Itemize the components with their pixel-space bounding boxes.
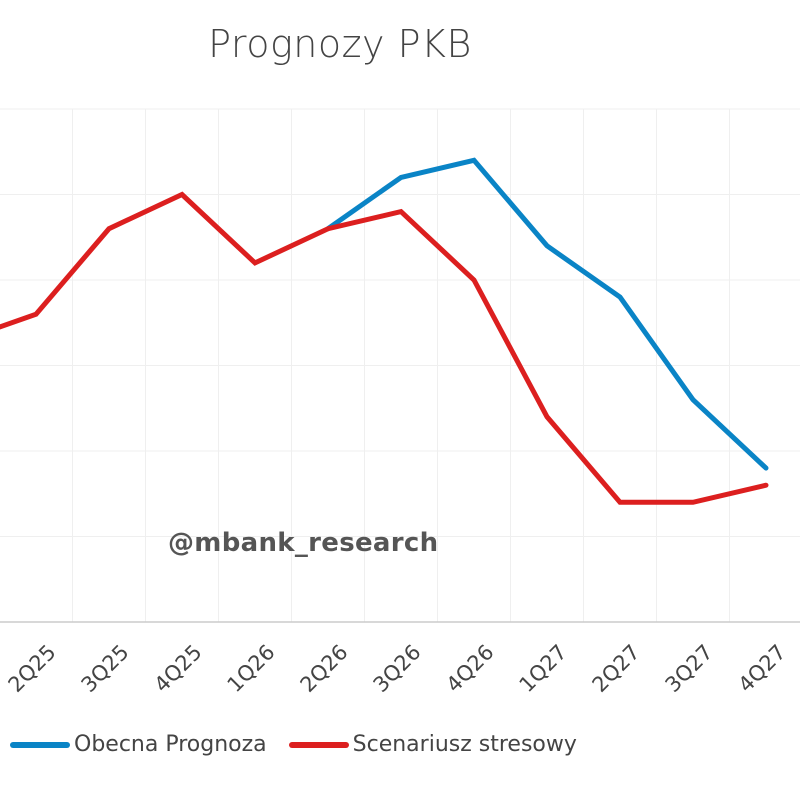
plot-area: [0, 108, 800, 623]
x-tick-label: 3Q26: [368, 640, 426, 698]
series-line-obecna-prognoza[interactable]: [325, 157, 769, 471]
watermark: @mbank_research: [168, 528, 439, 558]
x-tick-label: 2Q26: [295, 640, 353, 698]
legend: Obecna Prognoza Scenariusz stresowy: [10, 732, 599, 757]
series-line-scenariusz-stresowy[interactable]: [0, 191, 769, 505]
x-tick-label: 4Q27: [733, 640, 791, 698]
x-tick-label: 2Q25: [3, 640, 61, 698]
x-tick-label: 1Q26: [222, 640, 280, 698]
legend-label: Scenariusz stresowy: [352, 732, 577, 757]
series-lines: [0, 157, 769, 505]
legend-label: Obecna Prognoza: [74, 732, 267, 757]
x-tick-label: 4Q25: [149, 640, 207, 698]
x-tick-label: 3Q27: [660, 640, 718, 698]
legend-swatch-blue: [10, 741, 70, 748]
x-tick-label: 4Q26: [441, 640, 499, 698]
chart-title: Prognozy PKB: [208, 22, 472, 66]
x-tick-label: 3Q25: [76, 640, 134, 698]
legend-swatch-red: [288, 741, 349, 748]
x-tick-label: 2Q27: [587, 640, 645, 698]
gridlines: [0, 108, 800, 622]
legend-item-obecna-prognoza[interactable]: Obecna Prognoza: [10, 732, 267, 757]
legend-item-scenariusz-stresowy[interactable]: Scenariusz stresowy: [288, 732, 577, 757]
x-tick-label: 1Q27: [514, 640, 572, 698]
